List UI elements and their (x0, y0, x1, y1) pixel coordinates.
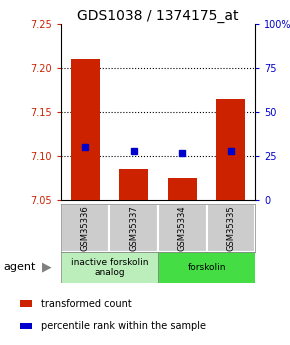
Text: GSM35336: GSM35336 (81, 205, 90, 250)
Text: percentile rank within the sample: percentile rank within the sample (41, 321, 206, 331)
Text: agent: agent (3, 263, 35, 272)
Text: forskolin: forskolin (187, 263, 226, 272)
Bar (168, 178, 197, 200)
Text: ▶: ▶ (41, 261, 51, 274)
Text: GSM35334: GSM35334 (178, 205, 187, 250)
Title: GDS1038 / 1374175_at: GDS1038 / 1374175_at (77, 9, 239, 23)
Bar (158, 204, 206, 252)
Bar (61, 204, 110, 252)
Text: GSM35335: GSM35335 (226, 205, 235, 250)
Bar (158, 252, 255, 283)
Text: GSM35337: GSM35337 (129, 205, 138, 250)
Bar (216, 99, 245, 200)
Text: transformed count: transformed count (41, 299, 131, 308)
Text: inactive forskolin
analog: inactive forskolin analog (71, 258, 148, 277)
Bar (71, 59, 100, 200)
Bar (61, 252, 158, 283)
Bar (110, 204, 158, 252)
Bar (119, 169, 148, 200)
Bar (206, 204, 255, 252)
